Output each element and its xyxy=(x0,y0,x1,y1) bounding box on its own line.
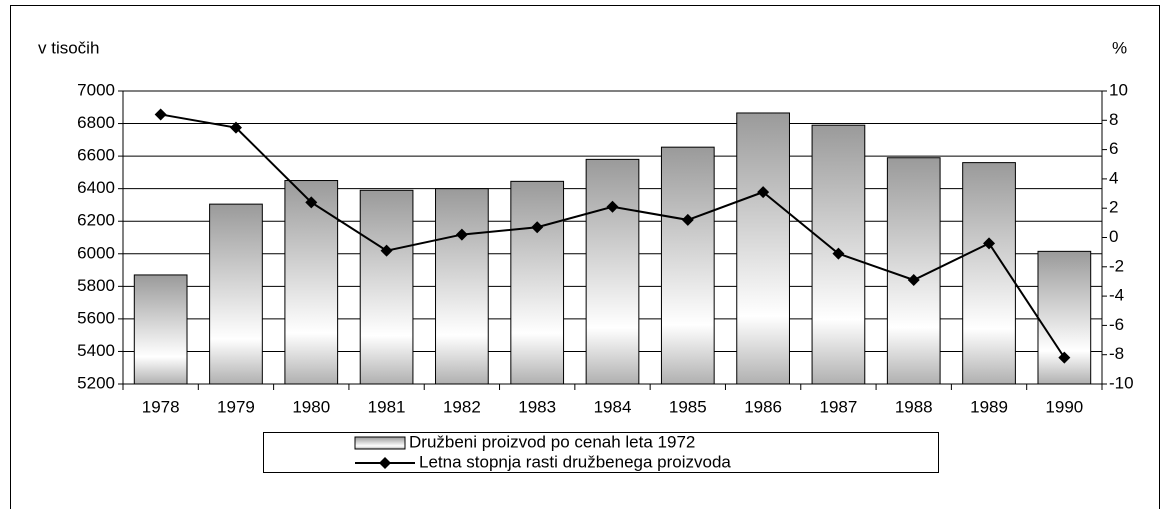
marker xyxy=(229,121,242,134)
legend-marker xyxy=(379,457,391,469)
bar xyxy=(510,180,565,385)
bar xyxy=(1037,250,1092,385)
y-tick-label: 7000 xyxy=(77,80,115,99)
y2-tick-label: 10 xyxy=(1109,80,1128,99)
x-tick-label: 1978 xyxy=(142,397,180,416)
y2-tick-label: -8 xyxy=(1109,344,1124,363)
y-tick-label: 5200 xyxy=(77,373,115,392)
bar xyxy=(660,146,715,385)
x-tick-label: 1987 xyxy=(820,397,858,416)
marker xyxy=(832,247,845,260)
y-tick-label: 6200 xyxy=(77,211,115,230)
y-tick-label: 5800 xyxy=(77,276,115,295)
marker xyxy=(757,186,770,199)
y2-tick-label: 6 xyxy=(1109,139,1118,158)
marker xyxy=(681,213,694,226)
marker xyxy=(305,196,318,209)
y2-tick-label: 4 xyxy=(1109,168,1118,187)
legend-swatch xyxy=(354,436,406,450)
y-tick-label: 6800 xyxy=(77,113,115,132)
y2-tick-label: 0 xyxy=(1109,227,1118,246)
bar xyxy=(133,274,188,385)
y2-tick-label: 8 xyxy=(1109,110,1118,129)
marker xyxy=(455,228,468,241)
y-tick-label: 6400 xyxy=(77,178,115,197)
bar xyxy=(284,180,339,385)
y2-axis-label: % xyxy=(1112,38,1127,57)
y2-tick-label: -4 xyxy=(1109,286,1124,305)
x-tick-label: 1984 xyxy=(594,397,632,416)
bar xyxy=(962,162,1016,385)
x-tick-label: 1985 xyxy=(669,397,707,416)
x-tick-label: 1988 xyxy=(895,397,933,416)
bar xyxy=(435,188,489,385)
y2-tick-label: -6 xyxy=(1109,315,1124,334)
x-tick-label: 1983 xyxy=(518,397,556,416)
bar xyxy=(209,203,263,385)
x-tick-label: 1979 xyxy=(217,397,255,416)
marker xyxy=(907,273,920,286)
y-tick-label: 6600 xyxy=(77,146,115,165)
x-tick-label: 1989 xyxy=(970,397,1008,416)
y2-tick-label: -10 xyxy=(1109,373,1134,392)
y-tick-label: 6000 xyxy=(77,243,115,262)
y2-tick-label: -2 xyxy=(1109,256,1124,275)
legend-label: Družbeni proizvod po cenah leta 1972 xyxy=(409,432,695,451)
x-tick-label: 1986 xyxy=(744,397,782,416)
marker xyxy=(531,221,544,234)
marker xyxy=(1058,351,1071,364)
y-tick-label: 5600 xyxy=(77,308,115,327)
y-tick-label: 5400 xyxy=(77,341,115,360)
x-tick-label: 1981 xyxy=(368,397,406,416)
bar xyxy=(585,158,640,385)
legend-label: Letna stopnja rasti družbenega proizvoda xyxy=(419,452,731,471)
marker xyxy=(380,244,393,257)
y2-tick-label: 2 xyxy=(1109,198,1118,217)
marker xyxy=(983,237,996,250)
x-tick-label: 1990 xyxy=(1045,397,1083,416)
bar xyxy=(736,112,790,385)
bar xyxy=(359,189,414,385)
marker xyxy=(606,200,619,213)
chart-border xyxy=(10,5,1160,514)
marker xyxy=(154,108,167,121)
x-tick-label: 1982 xyxy=(443,397,481,416)
y-axis-label: v tisočih xyxy=(38,38,99,57)
x-tick-label: 1980 xyxy=(292,397,330,416)
